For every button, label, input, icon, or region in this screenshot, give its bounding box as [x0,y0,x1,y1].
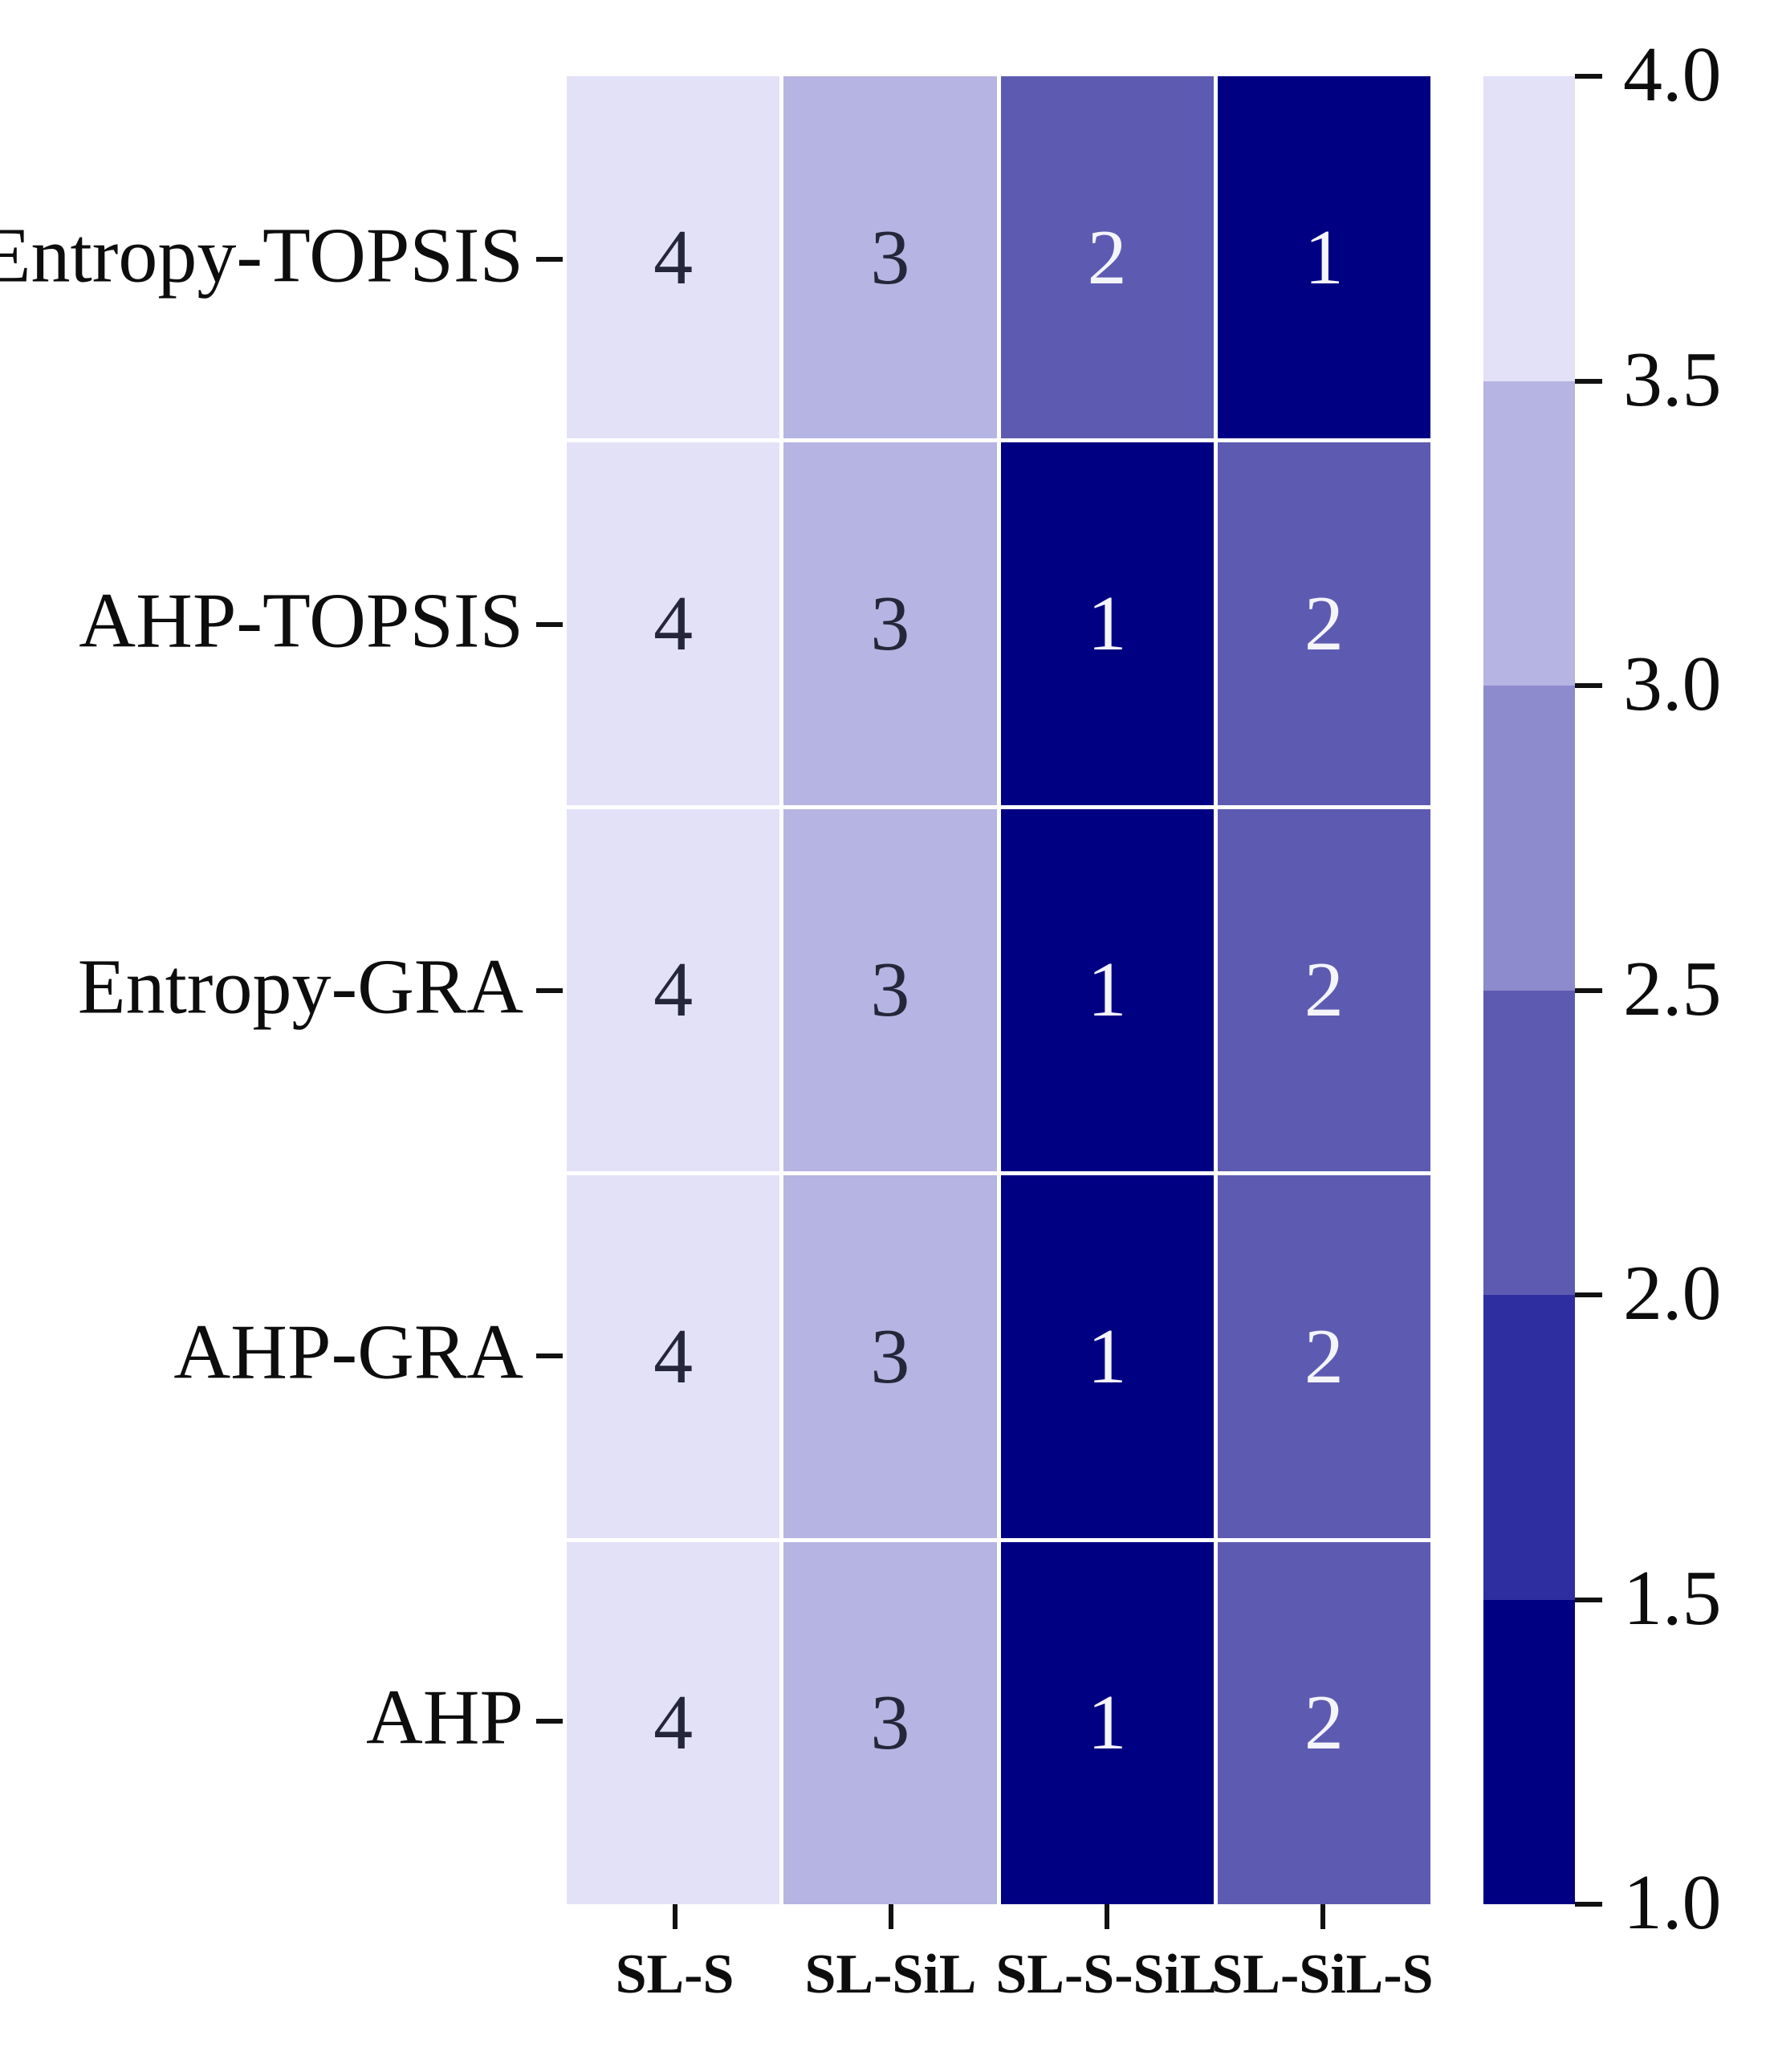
colorbar-tick-label-3.5: 3.5 [1623,336,1722,423]
y-tick-label-ahp-gra: AHP-GRA [173,1309,523,1396]
y-tick-label-entropy-gra: Entropy-GRA [77,943,523,1031]
x-tick-sl-s-sil [1104,1904,1109,1929]
heatmap-cell-ahp-sl-sil: 3 [783,1541,997,1904]
heatmap-cell-ahp-gra-sl-s: 4 [567,1175,780,1538]
y-tick-label-ahp: AHP [365,1674,523,1761]
cell-value-label: 3 [870,214,910,301]
colorbar-tick-2.0 [1575,1292,1602,1297]
heatmap-cell-ahp-sl-sil-s: 2 [1217,1541,1430,1904]
heatmap-cell-entropy-gra-sl-s-sil: 1 [1000,808,1214,1172]
cell-value-label: 2 [1304,1679,1344,1767]
cell-value-label: 1 [1087,1313,1127,1400]
x-tick-sl-sil [888,1904,893,1929]
x-tick-label-sl-s-sil: SL-S-SiL [995,1944,1218,2005]
y-tick-label-entropy-topsis: Entropy-TOPSIS [0,212,523,299]
cell-value-label: 2 [1304,580,1344,668]
colorbar-tick-1.5 [1575,1597,1602,1602]
heatmap-cell-entropy-topsis-sl-s-sil: 2 [1000,76,1214,439]
colorbar-segment-5 [1483,1599,1575,1904]
cell-value-label: 2 [1087,214,1127,301]
heatmap-grid: 4 3 2 1 4 3 1 2 4 3 1 2 4 3 1 2 4 3 1 2 [567,76,1430,1904]
cell-value-label: 4 [653,214,694,301]
heatmap-cell-ahp-gra-sl-sil-s: 2 [1217,1175,1430,1538]
cell-value-label: 4 [653,1313,694,1400]
cell-value-label: 4 [653,1679,694,1767]
heatmap-cell-ahp-topsis-sl-sil: 3 [783,442,997,805]
y-tick-ahp-gra [536,1353,563,1358]
colorbar-tick-3.0 [1575,683,1602,688]
heatmap-cell-entropy-gra-sl-s: 4 [567,808,780,1172]
colorbar [1483,76,1575,1904]
colorbar-tick-label-2.5: 2.5 [1623,945,1722,1032]
heatmap-cell-ahp-topsis-sl-s-sil: 1 [1000,442,1214,805]
y-tick-entropy-gra [536,987,563,993]
colorbar-segment-0 [1483,76,1575,381]
cell-value-label: 4 [653,946,694,1034]
heatmap-cell-ahp-gra-sl-s-sil: 1 [1000,1175,1214,1538]
heatmap-cell-entropy-topsis-sl-sil: 3 [783,76,997,439]
cell-value-label: 1 [1304,214,1344,301]
colorbar-segment-1 [1483,381,1575,686]
colorbar-tick-2.5 [1575,987,1602,993]
cell-value-label: 3 [870,1679,910,1767]
colorbar-tick-4.0 [1575,74,1602,79]
colorbar-tick-1.0 [1575,1902,1602,1907]
heatmap-cell-entropy-topsis-sl-sil-s: 1 [1217,76,1430,439]
cell-value-label: 3 [870,580,910,668]
cell-value-label: 1 [1087,580,1127,668]
heatmap-cell-ahp-sl-s-sil: 1 [1000,1541,1214,1904]
cell-value-label: 3 [870,946,910,1034]
y-tick-entropy-topsis [536,256,563,262]
cell-value-label: 3 [870,1313,910,1400]
x-tick-sl-sil-s [1320,1904,1325,1929]
colorbar-tick-label-3.0: 3.0 [1623,640,1722,727]
colorbar-tick-label-2.0: 2.0 [1623,1249,1722,1337]
colorbar-segment-4 [1483,1295,1575,1600]
heatmap-cell-ahp-topsis-sl-s: 4 [567,442,780,805]
heatmap-cell-entropy-gra-sl-sil-s: 2 [1217,808,1430,1172]
heatmap-cell-ahp-topsis-sl-sil-s: 2 [1217,442,1430,805]
colorbar-segment-2 [1483,686,1575,991]
cell-value-label: 2 [1304,1313,1344,1400]
x-tick-label-sl-s: SL-S [615,1944,734,2005]
cell-value-label: 2 [1304,946,1344,1034]
colorbar-segment-3 [1483,990,1575,1295]
heatmap-cell-entropy-gra-sl-sil: 3 [783,808,997,1172]
colorbar-tick-label-4.0: 4.0 [1623,31,1722,118]
cell-value-label: 1 [1087,946,1127,1034]
cell-value-label: 1 [1087,1679,1127,1767]
cell-value-label: 4 [653,580,694,668]
heatmap-cell-entropy-topsis-sl-s: 4 [567,76,780,439]
y-tick-ahp-topsis [536,622,563,628]
colorbar-tick-label-1.0: 1.0 [1623,1858,1722,1946]
x-tick-label-sl-sil-s: SL-SiL-S [1211,1944,1434,2005]
y-tick-ahp [536,1719,563,1724]
x-tick-sl-s [672,1904,677,1929]
colorbar-tick-3.5 [1575,378,1602,384]
x-tick-label-sl-sil: SL-SiL [804,1944,977,2005]
heatmap-cell-ahp-sl-s: 4 [567,1541,780,1904]
colorbar-tick-label-1.5: 1.5 [1623,1554,1722,1642]
heatmap-cell-ahp-gra-sl-sil: 3 [783,1175,997,1538]
y-tick-label-ahp-topsis: AHP-TOPSIS [79,577,523,665]
